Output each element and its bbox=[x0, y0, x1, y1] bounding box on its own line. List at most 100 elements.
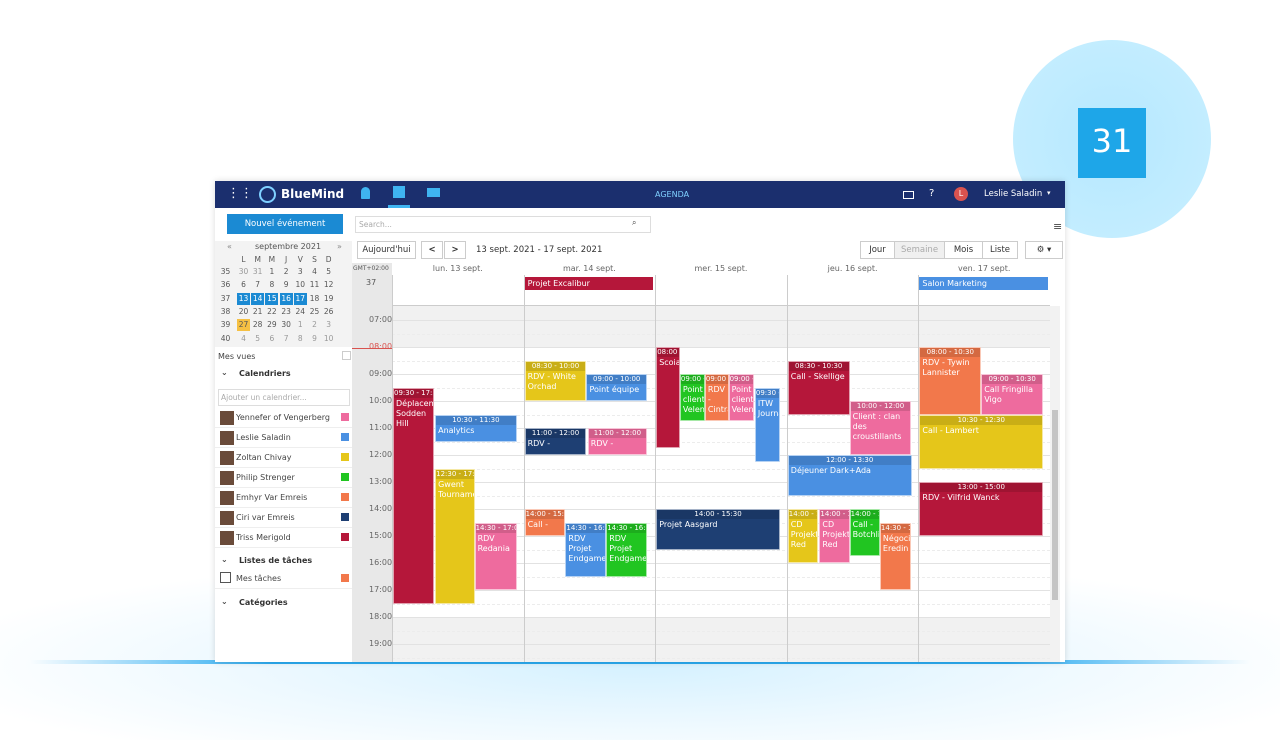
avatar[interactable]: L bbox=[954, 187, 968, 201]
event[interactable]: 09:00 - 10:45RDV - Cintra bbox=[704, 374, 729, 422]
mini-day[interactable]: 27 bbox=[237, 319, 250, 332]
event[interactable]: 09:30 - 17:30Déplacement Sodden Hill bbox=[393, 387, 434, 604]
mini-day[interactable]: 30 bbox=[281, 320, 291, 330]
contacts-icon[interactable] bbox=[361, 187, 370, 199]
mini-day[interactable]: 30 bbox=[238, 267, 249, 276]
mini-day[interactable]: 5 bbox=[326, 267, 332, 276]
new-event-button[interactable]: Nouvel événement bbox=[227, 214, 343, 234]
mini-day[interactable]: 8 bbox=[269, 280, 275, 290]
event[interactable]: 10:30 - 12:30 Call - Lambert bbox=[919, 414, 1044, 469]
mini-day[interactable]: 17 bbox=[293, 292, 307, 305]
event[interactable]: 09:00 - 10:00 Point équipe bbox=[586, 374, 647, 401]
user-menu-caret[interactable]: ▾ bbox=[1047, 189, 1051, 197]
mini-day[interactable]: 14 bbox=[251, 292, 265, 305]
mini-day[interactable]: 22 bbox=[267, 306, 277, 316]
event[interactable]: 12:00 - 13:30 Déjeuner Dark+Ada bbox=[787, 455, 912, 496]
mini-day[interactable]: 12 bbox=[323, 280, 334, 290]
mini-day[interactable]: 1 bbox=[269, 267, 275, 276]
calendar-item[interactable]: Philip Strenger bbox=[215, 468, 352, 488]
mini-day[interactable]: 9 bbox=[312, 333, 317, 343]
mini-day[interactable]: 6 bbox=[241, 280, 246, 290]
event[interactable]: 09:30 - 12:15ITW Journaliste bbox=[754, 387, 780, 462]
search-button[interactable]: ⌕ bbox=[632, 218, 637, 227]
help[interactable]: ? bbox=[929, 188, 935, 199]
mini-day[interactable]: 13 bbox=[237, 292, 250, 305]
event[interactable]: 08:00 - 11:45Scoia'tael bbox=[656, 347, 680, 449]
event[interactable]: 08:30 - 10:30 Call - Skellige bbox=[787, 360, 850, 415]
event[interactable]: 10:30 - 11:30 Analytics bbox=[435, 414, 517, 442]
event[interactable]: 09:00 - 10:30 Call Fringilla Vigo bbox=[981, 374, 1044, 415]
user-name[interactable]: Leslie Saladin bbox=[984, 189, 1043, 199]
mini-day[interactable]: 28 bbox=[252, 320, 263, 330]
event[interactable]: 09:00 - 10:45Point client Velen bbox=[679, 374, 705, 422]
calendar-item[interactable]: Yennefer of Vengerberg bbox=[215, 408, 352, 428]
menu-button[interactable]: ≡ bbox=[1053, 220, 1063, 233]
calendar-item[interactable]: Zoltan Chivay bbox=[215, 448, 352, 468]
view-button[interactable]: Jour bbox=[860, 241, 895, 259]
mini-day[interactable]: 10 bbox=[295, 280, 306, 290]
mini-day[interactable]: 18 bbox=[309, 293, 320, 303]
calendar-color[interactable] bbox=[341, 513, 349, 521]
next-button[interactable]: > bbox=[444, 241, 466, 259]
mini-day[interactable]: 9 bbox=[283, 280, 289, 290]
event[interactable]: 13:00 - 15:00 RDV - Vilfrid Wanck bbox=[919, 482, 1044, 536]
calendar-item[interactable]: Ciri var Emreis bbox=[215, 508, 352, 528]
calendar-color[interactable] bbox=[341, 493, 349, 501]
event[interactable]: 14:00 - 16:00CD Projekt Red bbox=[787, 509, 819, 563]
mini-day[interactable]: 26 bbox=[323, 306, 334, 316]
event[interactable]: 08:30 - 10:00 RDV - White Orchad bbox=[524, 360, 587, 401]
mini-day[interactable]: 4 bbox=[312, 267, 317, 276]
calendar-item[interactable]: Mes tâches bbox=[215, 569, 352, 589]
scroll-thumb[interactable] bbox=[1052, 410, 1058, 600]
mini-day[interactable]: 3 bbox=[297, 267, 303, 276]
mini-day[interactable]: 16 bbox=[279, 292, 293, 305]
mini-day[interactable]: 25 bbox=[309, 306, 320, 316]
mini-day[interactable]: 11 bbox=[309, 280, 320, 290]
settings-button[interactable]: ⚙ ▾ bbox=[1025, 241, 1063, 259]
calendars-caret[interactable]: ⌄ bbox=[221, 368, 228, 377]
view-button[interactable]: Semaine bbox=[894, 241, 945, 259]
mini-next[interactable]: » bbox=[337, 242, 342, 251]
mail-icon[interactable] bbox=[427, 188, 440, 197]
event[interactable]: 12:30 - 17:30Gwent Tournament bbox=[435, 468, 475, 604]
calendar-color[interactable] bbox=[341, 413, 349, 421]
mini-day[interactable]: 8 bbox=[297, 333, 303, 343]
view-button[interactable]: Liste bbox=[982, 241, 1018, 259]
event[interactable]: 11:00 - 12:00 RDV - bbox=[524, 428, 587, 455]
mini-day[interactable]: 20 bbox=[238, 306, 249, 316]
today-button[interactable]: Aujourd'hui bbox=[357, 241, 416, 259]
calendar-item[interactable]: Emhyr Var Emreis bbox=[215, 488, 352, 508]
mini-day[interactable]: 24 bbox=[295, 306, 306, 316]
search-input[interactable]: Search... bbox=[355, 216, 651, 233]
event[interactable]: 11:00 - 12:00 RDV - bbox=[587, 428, 647, 455]
mini-day[interactable]: 6 bbox=[269, 333, 275, 343]
event[interactable]: 14:00 - 15:00Call - bbox=[524, 509, 566, 536]
tasks-caret[interactable]: ⌄ bbox=[221, 555, 228, 564]
categories-caret[interactable]: ⌄ bbox=[221, 597, 228, 606]
mini-day[interactable]: 7 bbox=[283, 333, 289, 343]
mini-day[interactable]: 29 bbox=[267, 320, 277, 330]
calendar-color[interactable] bbox=[341, 533, 349, 541]
calendar-item[interactable]: Triss Merigold bbox=[215, 528, 352, 548]
mini-day[interactable]: 4 bbox=[241, 333, 246, 343]
mini-day[interactable]: 3 bbox=[326, 320, 332, 330]
event[interactable]: 08:00 - 10:30 RDV - Tywin Lannister bbox=[919, 347, 982, 415]
prev-button[interactable]: < bbox=[421, 241, 443, 259]
mini-day[interactable]: 2 bbox=[283, 267, 289, 276]
calendar-color[interactable] bbox=[341, 433, 349, 441]
event[interactable]: 14:30 - 17:00Négociation Eredin bbox=[879, 522, 912, 590]
all-day-event[interactable]: Salon Marketing bbox=[919, 277, 1048, 290]
mini-day[interactable]: 10 bbox=[323, 333, 334, 343]
calendar-color[interactable] bbox=[341, 453, 349, 461]
mini-day[interactable]: 21 bbox=[252, 306, 263, 316]
mini-day[interactable]: 2 bbox=[312, 320, 317, 330]
mini-day[interactable]: 19 bbox=[323, 293, 334, 303]
all-day-event[interactable]: Projet Excalibur bbox=[524, 277, 654, 290]
view-button[interactable]: Mois bbox=[944, 241, 983, 259]
add-view[interactable] bbox=[342, 351, 351, 360]
add-calendar-input[interactable]: Ajouter un calendrier... bbox=[218, 389, 350, 406]
mini-day[interactable]: 31 bbox=[252, 267, 263, 276]
mini-day[interactable]: 15 bbox=[265, 292, 279, 305]
